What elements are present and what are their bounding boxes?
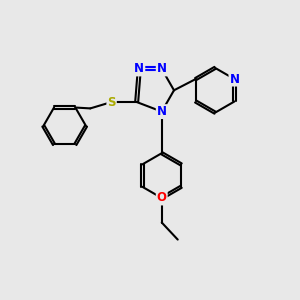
Text: O: O <box>157 191 167 205</box>
Text: N: N <box>230 73 239 85</box>
Text: N: N <box>157 105 167 118</box>
Text: N: N <box>157 62 167 75</box>
Text: S: S <box>107 95 116 109</box>
Text: N: N <box>134 62 144 75</box>
